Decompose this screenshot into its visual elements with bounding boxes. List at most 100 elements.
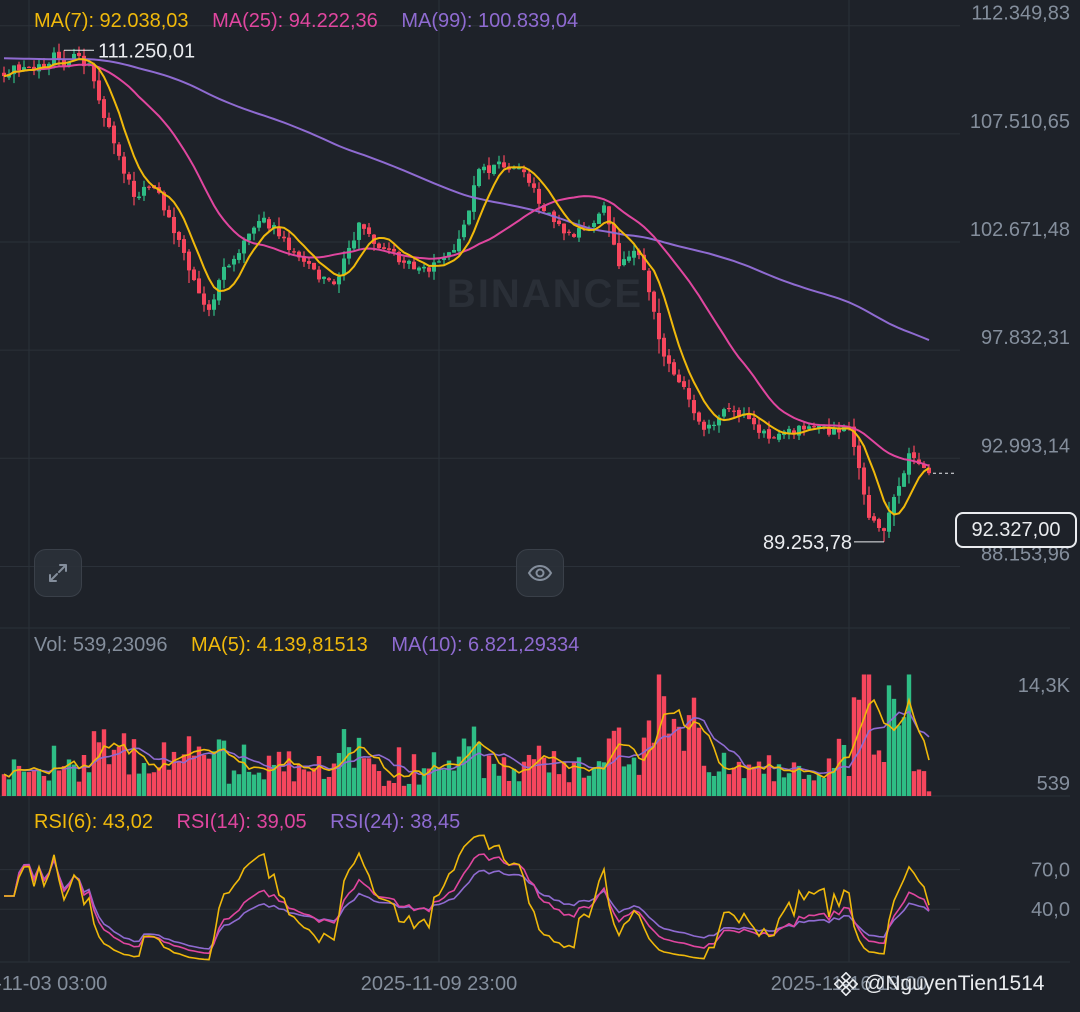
- volume-bar: [846, 775, 852, 796]
- time-axis-label: 2025-11-09 23:00: [361, 973, 517, 995]
- candle-body: [172, 216, 176, 234]
- fullscreen-button[interactable]: [34, 549, 82, 597]
- ma25-line: [3, 63, 930, 467]
- candle: [317, 266, 321, 283]
- candle-body: [477, 169, 481, 187]
- volume-bar: [701, 765, 707, 796]
- volume-bar: [601, 762, 607, 796]
- candle-body: [687, 388, 691, 400]
- candle-body: [807, 426, 811, 429]
- candle-body: [792, 430, 796, 435]
- vol-legend: Vol: 539,23096: [34, 634, 168, 656]
- candle: [97, 68, 101, 105]
- candle-body: [307, 261, 311, 264]
- ma25-legend: MA(25): 94.222,36: [212, 10, 378, 32]
- candle-body: [347, 247, 351, 259]
- candle-body: [467, 210, 471, 225]
- volume-legend: Vol: 539,23096 MA(5): 4.139,81513 MA(10)…: [34, 634, 597, 657]
- candle-body: [482, 166, 486, 171]
- volume-bar: [296, 764, 302, 796]
- candle-body: [117, 144, 121, 156]
- volume-bar: [51, 745, 57, 796]
- candle-body: [77, 52, 81, 56]
- volume-bars: [1, 674, 932, 796]
- candle: [227, 263, 231, 268]
- candle: [807, 423, 811, 430]
- candle-body: [797, 425, 801, 436]
- volume-bar: [126, 774, 132, 796]
- candle: [277, 217, 281, 240]
- volume-bar: [926, 791, 932, 796]
- volume-bar: [781, 777, 787, 796]
- candle-body: [197, 278, 201, 294]
- volume-bar: [761, 773, 767, 796]
- candle-body: [457, 238, 461, 252]
- visibility-toggle-button[interactable]: [516, 549, 564, 597]
- candle-body: [242, 240, 246, 254]
- candle: [382, 242, 386, 250]
- rsi6-line: [4, 834, 930, 961]
- candle-body: [357, 222, 361, 240]
- candle: [642, 248, 646, 271]
- candle-body: [707, 424, 711, 429]
- candle: [407, 259, 411, 269]
- candle: [177, 230, 181, 248]
- volume-bar: [456, 756, 462, 796]
- volume-bar: [776, 764, 782, 796]
- volume-bar: [481, 778, 487, 796]
- volume-bar: [131, 739, 137, 796]
- candle-body: [602, 205, 606, 213]
- volume-bar: [376, 771, 382, 796]
- candle-body: [572, 234, 576, 237]
- candle-body: [622, 259, 626, 266]
- volume-bar: [586, 775, 592, 796]
- current-price-tag: 92.327,00: [955, 512, 1077, 548]
- candle: [102, 96, 106, 127]
- volume-bar: [736, 761, 742, 796]
- volume-bar: [21, 771, 27, 796]
- volume-bar: [276, 751, 282, 796]
- candle: [707, 419, 711, 434]
- candle: [757, 417, 761, 439]
- rsi-axis-label: 70,0: [1031, 860, 1070, 882]
- watermark-text: @NguyenTien1514: [864, 972, 1045, 995]
- candle: [32, 60, 36, 76]
- volume-bar: [876, 750, 882, 796]
- candle: [82, 48, 86, 75]
- volume-bar: [391, 782, 397, 796]
- candle-body: [627, 256, 631, 261]
- candle: [457, 230, 461, 256]
- candle-body: [862, 467, 866, 495]
- candle-body: [317, 269, 321, 280]
- candle: [402, 256, 406, 269]
- candle: [112, 121, 116, 155]
- volume-bar: [646, 720, 652, 796]
- low-price-label: 89.253,78: [763, 532, 852, 554]
- candle-body: [727, 407, 731, 410]
- candle-body: [142, 186, 146, 196]
- volume-bar: [136, 773, 142, 796]
- volume-bar: [401, 785, 407, 796]
- volume-bar: [96, 742, 102, 796]
- candle-body: [162, 192, 166, 211]
- candle-body: [637, 250, 641, 256]
- volume-bar: [226, 783, 232, 796]
- candle: [167, 205, 171, 218]
- volume-bar: [421, 768, 427, 796]
- volume-bar: [31, 770, 37, 796]
- candle-body: [547, 212, 551, 214]
- binance-watermark-logo: BINANCE: [447, 272, 643, 316]
- candle-body: [252, 227, 256, 234]
- candle-body: [837, 427, 841, 433]
- volume-bar: [526, 754, 532, 796]
- candle-body: [527, 173, 531, 183]
- volume-bar: [811, 780, 817, 796]
- candle-body: [517, 167, 521, 170]
- candle: [352, 231, 356, 251]
- volume-bar: [686, 715, 692, 796]
- candle-body: [692, 400, 696, 414]
- volume-bar: [231, 770, 237, 796]
- candle-body: [112, 125, 116, 144]
- candle: [627, 250, 631, 263]
